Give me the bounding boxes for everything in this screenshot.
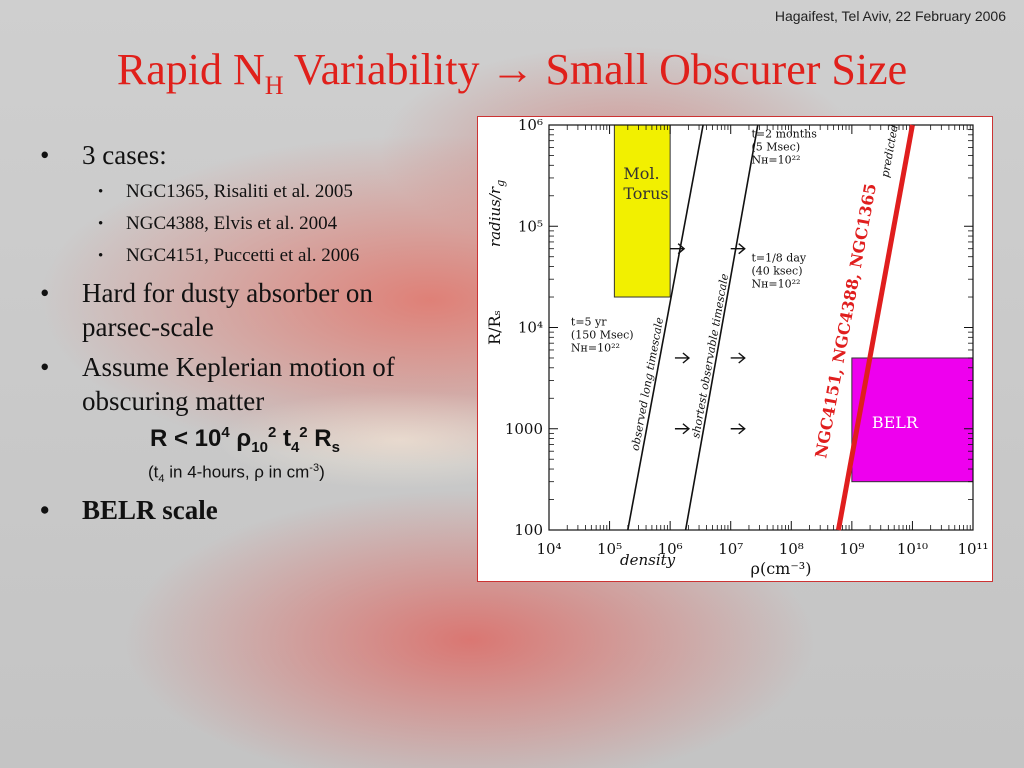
- timescale-annotation: (150 Msec): [571, 328, 634, 341]
- radius-text: radius/r: [486, 186, 504, 247]
- x-tick-label: 10⁶: [658, 540, 683, 558]
- belr-label: BELR: [872, 413, 919, 432]
- series-line-shortest-observable: [684, 124, 759, 531]
- bullet-dusty: • Hard for dusty absorber on parsec-scale: [40, 276, 412, 344]
- case1-text: NGC1365, Risaliti et al. 2005: [126, 181, 353, 202]
- note-part: in 4-hours, ρ in cm: [164, 462, 310, 482]
- formula-part: 2: [299, 424, 308, 441]
- x-tick-label: 10⁷: [718, 540, 743, 558]
- note-part: 4: [158, 472, 165, 485]
- x-axis-label: ρ(cm⁻³): [751, 559, 812, 578]
- belr-region: [851, 357, 974, 483]
- note-part: ): [319, 462, 325, 482]
- torus-label: Mol.: [623, 164, 659, 183]
- x-tick-label: 10⁹: [839, 540, 864, 558]
- y-axis-label: R/Rₛ: [485, 310, 504, 345]
- title-pre: Rapid N: [116, 45, 265, 94]
- line-label: predicted: [878, 123, 900, 178]
- density-overlay-label: density: [620, 551, 676, 569]
- timescale-annotation: t=2 months: [751, 128, 817, 141]
- y-tick-label: 10⁵: [518, 217, 543, 235]
- direction-arrow: [730, 352, 746, 364]
- sub-bullet-dot: •: [98, 216, 104, 232]
- case3-text: NGC4151, Puccetti et al. 2006: [126, 245, 360, 266]
- formula-part: 4: [290, 438, 300, 456]
- title-sub: H: [264, 70, 284, 100]
- bullet-dot: •: [40, 140, 50, 170]
- formula-note: (t4 in 4-hours, ρ in cm-3): [148, 462, 470, 485]
- chart-panel: Mol. Torus BELR 10⁴ 10⁵ 10⁶ 10⁷ 10⁸ 10⁹ 10¹⁰ 10¹¹ 1…: [477, 116, 993, 582]
- direction-arrow: [670, 243, 686, 255]
- bullet-belr-text: BELR scale: [82, 494, 218, 525]
- y-tick-label: 10⁶: [518, 117, 543, 134]
- radius-overlay-label: radius/rg: [486, 180, 507, 247]
- formula-part: t: [276, 425, 291, 452]
- bullet-belr: • BELR scale: [40, 493, 470, 527]
- bullet-kepler-text: Assume Keplerian motion of obscuring mat…: [82, 352, 395, 416]
- y-tick-label: 100: [514, 521, 543, 539]
- y-tick-label: 10⁴: [518, 319, 543, 337]
- bullet-cases: • 3 cases:: [40, 138, 470, 172]
- note-part: -3: [309, 461, 320, 474]
- timescale-annotation: Nʜ=10²²: [751, 154, 800, 167]
- line-label: observed long timescale: [629, 316, 667, 452]
- timescale-annotation: t=5 yr: [571, 315, 607, 328]
- header-note: Hagaifest, Tel Aviv, 22 February 2006: [774, 8, 1006, 24]
- mol-torus-region: [613, 124, 671, 298]
- direction-arrow: [674, 352, 691, 364]
- line-label: shortest observable timescale: [689, 272, 731, 439]
- direction-arrow: [730, 243, 746, 255]
- sub-bullet-case3: • NGC4151, Puccetti et al. 2006: [40, 244, 470, 268]
- sub-bullet-dot: •: [98, 184, 104, 200]
- x-tick-label: 10¹⁰: [897, 540, 928, 558]
- bullet-dot: •: [40, 494, 50, 525]
- formula-part: R < 10: [150, 425, 222, 452]
- formula-part: s: [331, 438, 340, 456]
- title-post: Variability → Small Obscurer Size: [283, 45, 908, 94]
- density-radius-chart: Mol.Torus BELR 10⁴ 10⁵ 10⁶ 10⁷ 10⁸ 10⁹ 10¹⁰ 10¹¹ 1…: [485, 116, 989, 578]
- timescale-annotation: Nʜ=10²²: [571, 341, 620, 354]
- bullet-dusty-text: Hard for dusty absorber on parsec-scale: [82, 278, 373, 342]
- timescale-annotation: Nʜ=10²²: [751, 277, 800, 290]
- series-line-predicted: [835, 124, 915, 531]
- timescale-annotation: (5 Msec): [751, 141, 800, 154]
- y-tick-label: 1000: [505, 420, 543, 438]
- bullet-kepler: • Assume Keplerian motion of obscuring ma…: [40, 350, 442, 418]
- x-tick-label: 10¹¹: [957, 540, 988, 558]
- bullet-list: • 3 cases: • NGC1365, Risaliti et al. 2005…: [40, 138, 470, 533]
- bullet-dot: •: [40, 352, 50, 382]
- bullet-dot: •: [40, 278, 50, 308]
- series-line-observed-long: [627, 124, 704, 531]
- sub-bullet-dot: •: [98, 248, 104, 264]
- torus-label: Torus: [623, 184, 668, 203]
- formula: R < 104 ρ102 t42 Rs: [150, 424, 470, 456]
- direction-arrow: [674, 423, 691, 435]
- formula-part: 2: [267, 424, 277, 441]
- note-part: (t: [148, 462, 159, 482]
- sub-bullet-case1: • NGC1365, Risaliti et al. 2005: [40, 180, 470, 204]
- x-tick-label: 10⁸: [779, 540, 804, 558]
- formula-part: R: [307, 425, 332, 452]
- bullet-cases-text: 3 cases:: [82, 140, 167, 170]
- case2-text: NGC4388, Elvis et al. 2004: [126, 213, 338, 234]
- direction-arrow: [730, 423, 746, 435]
- x-tick-label: 10⁴: [536, 540, 561, 558]
- slide-title: Rapid NH Variability → Small Obscurer Si…: [0, 44, 1024, 101]
- timescale-annotation: (40 ksec): [751, 264, 802, 277]
- x-tick-label: 10⁵: [597, 540, 622, 558]
- timescale-annotation: t=1/8 day: [751, 251, 806, 264]
- sub-bullet-case2: • NGC4388, Elvis et al. 2004: [40, 212, 470, 236]
- formula-part: 4: [221, 424, 230, 441]
- formula-part: ρ: [229, 425, 252, 452]
- radius-sub: g: [494, 180, 507, 187]
- formula-part: 10: [251, 438, 268, 456]
